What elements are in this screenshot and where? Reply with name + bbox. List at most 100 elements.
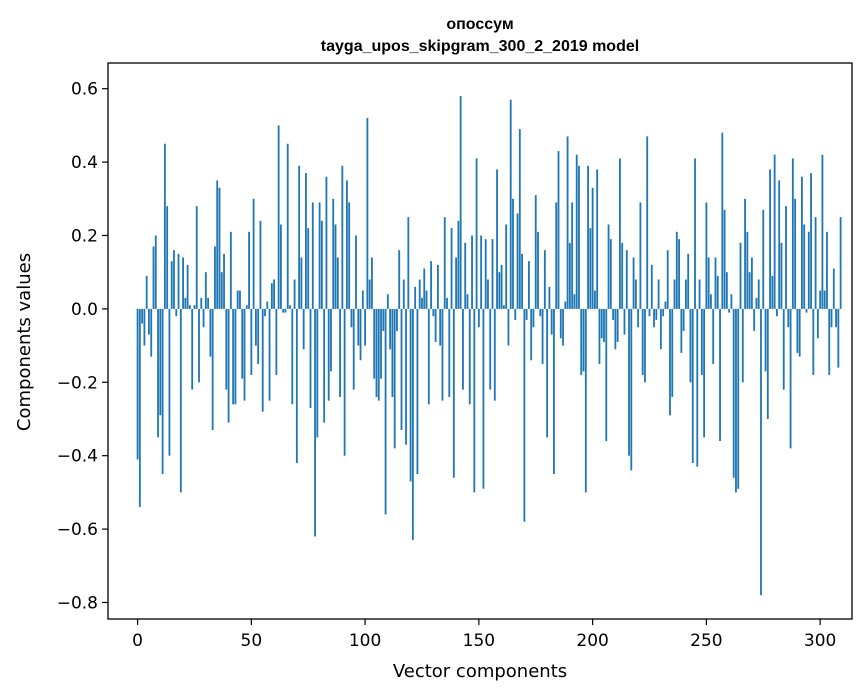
bar	[266, 301, 269, 309]
bar	[177, 253, 180, 309]
bar	[357, 308, 360, 346]
bar	[491, 239, 494, 309]
bar	[480, 235, 483, 309]
bar	[771, 275, 774, 309]
bar	[600, 308, 603, 339]
bar	[694, 158, 696, 309]
bar	[204, 272, 207, 309]
bar	[214, 246, 216, 309]
bar	[275, 308, 278, 375]
bar	[273, 279, 275, 309]
bar	[662, 308, 665, 317]
bar	[430, 261, 432, 309]
bar	[621, 242, 624, 309]
y-axis: −0.8 −0.6 −0.4 −0.2 0.0 0.2 0.4 0.6	[57, 80, 108, 613]
bar	[186, 264, 189, 309]
bar	[682, 308, 685, 331]
x-axis-label: Vector components	[393, 661, 567, 682]
bar	[659, 308, 662, 350]
x-axis: 0 50 100 150 200 250 300	[132, 619, 836, 651]
bar	[359, 308, 362, 361]
bar	[309, 308, 312, 408]
x-tick-label: 150	[463, 631, 495, 651]
bar	[316, 308, 319, 438]
bar	[762, 209, 765, 309]
bar	[801, 176, 803, 309]
x-tick-label: 100	[349, 631, 381, 651]
bar	[582, 308, 585, 372]
bar	[462, 308, 464, 390]
x-tick-label: 300	[804, 631, 836, 651]
bar	[289, 305, 291, 309]
bar	[707, 257, 710, 309]
bar	[496, 169, 498, 309]
bar	[562, 308, 564, 346]
bar	[634, 279, 637, 309]
bar	[377, 308, 380, 401]
bar	[343, 308, 346, 456]
bar	[744, 198, 746, 309]
bar	[648, 308, 651, 317]
bar	[782, 308, 785, 390]
bar	[437, 264, 439, 309]
bar	[391, 308, 394, 397]
bar	[223, 253, 225, 309]
bar	[750, 257, 753, 309]
bar	[700, 308, 703, 375]
bar	[136, 308, 139, 460]
bar	[530, 308, 533, 361]
bar	[730, 294, 733, 309]
bar	[364, 308, 367, 346]
bar	[641, 308, 644, 375]
bar	[450, 228, 453, 309]
bar	[823, 290, 826, 309]
bar	[145, 275, 148, 309]
bar	[487, 279, 489, 309]
bar	[650, 264, 653, 309]
plot-frame	[107, 62, 853, 620]
bar	[375, 308, 378, 397]
bar	[173, 250, 175, 309]
bar	[555, 202, 558, 309]
bar	[323, 308, 326, 423]
bar	[489, 308, 492, 390]
bar	[655, 308, 658, 320]
bar	[778, 180, 781, 309]
bar	[482, 308, 485, 489]
bar	[143, 308, 146, 346]
bar	[796, 308, 799, 353]
bar	[305, 173, 307, 309]
bar	[182, 257, 184, 309]
bar	[548, 286, 551, 309]
bar	[616, 308, 619, 342]
bar	[339, 308, 341, 397]
bar	[184, 297, 187, 309]
bar	[578, 165, 580, 309]
bar	[746, 231, 749, 309]
bar	[564, 301, 567, 309]
bar	[755, 297, 758, 309]
bar	[832, 268, 835, 309]
bar	[646, 136, 649, 309]
bar	[405, 308, 407, 445]
y-tick-label: −0.6	[57, 520, 98, 540]
bar	[623, 308, 626, 335]
bar	[591, 187, 594, 309]
bar	[807, 231, 810, 309]
bar	[603, 308, 605, 342]
bar	[509, 99, 512, 309]
bar	[473, 308, 476, 493]
bar	[673, 279, 676, 309]
bars-layer	[136, 96, 842, 596]
bar	[721, 132, 724, 309]
bar	[216, 180, 219, 309]
bar	[657, 279, 660, 309]
bar	[505, 224, 508, 309]
bar	[336, 257, 339, 309]
bar	[386, 294, 389, 309]
bar	[689, 308, 692, 383]
bar	[550, 308, 553, 335]
bar	[439, 308, 442, 346]
y-tick-label: −0.8	[57, 593, 98, 613]
